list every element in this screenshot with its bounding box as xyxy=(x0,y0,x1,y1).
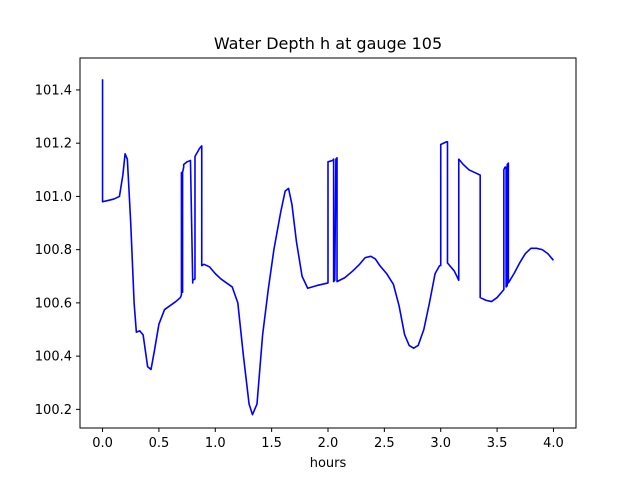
y-tick-label: 100.8 xyxy=(35,243,72,258)
y-tick-label: 100.2 xyxy=(35,403,72,418)
x-tick-label: 1.5 xyxy=(261,436,282,451)
x-axis-label: hours xyxy=(310,456,347,471)
x-tick-label: 4.0 xyxy=(543,436,564,451)
x-tick-label: 0.0 xyxy=(92,436,113,451)
x-tick-label: 0.5 xyxy=(149,436,170,451)
x-tick-label: 3.0 xyxy=(430,436,451,451)
y-tick-label: 101.2 xyxy=(35,137,72,152)
x-tick-label: 3.5 xyxy=(487,436,508,451)
series-layer xyxy=(101,79,555,416)
x-tick-label: 1.0 xyxy=(205,436,226,451)
chart-title: Water Depth h at gauge 105 xyxy=(214,34,442,53)
y-tick-label: 100.6 xyxy=(35,296,72,311)
x-tick-label: 2.5 xyxy=(374,436,395,451)
x-tick-label: 2.0 xyxy=(318,436,339,451)
x-axis: 0.0 0.5 1.0 1.5 2.0 2.5 3.0 3.5 4.0 xyxy=(92,428,564,451)
series-line-0 xyxy=(101,79,555,416)
y-axis: 100.2 100.4 100.6 100.8 101.0 101.2 101.4 xyxy=(35,83,80,418)
y-tick-label: 101.0 xyxy=(35,190,72,205)
y-tick-label: 101.4 xyxy=(35,83,72,98)
y-tick-label: 100.4 xyxy=(35,350,72,365)
